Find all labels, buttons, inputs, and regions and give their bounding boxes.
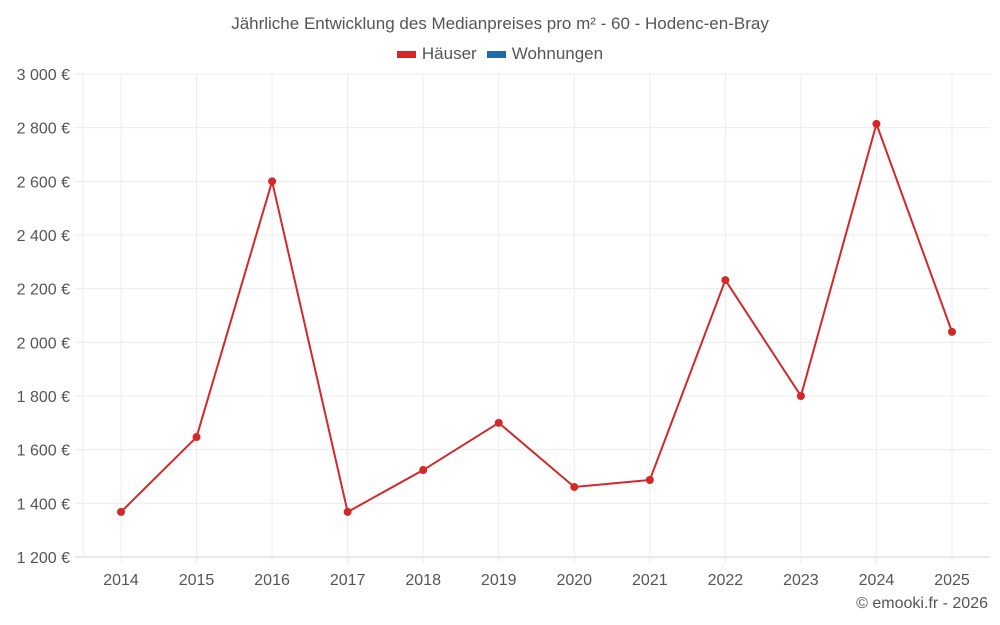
x-tick-label: 2020: [556, 572, 592, 589]
y-tick-label: 1 600 €: [17, 443, 70, 460]
data-point[interactable]: [796, 392, 805, 400]
x-tick-label: 2016: [254, 572, 290, 589]
data-point[interactable]: [721, 276, 730, 285]
y-axis: 1 200 € 1 400 € 1 600 € 1 800 € 2 000 € 2 200…: [17, 67, 70, 567]
y-tick-label: 2 600 €: [17, 174, 70, 191]
data-point[interactable]: [192, 433, 201, 442]
y-tick-label: 2 800 €: [17, 121, 70, 138]
data-point[interactable]: [494, 418, 503, 427]
x-tick-label: 2025: [934, 572, 970, 589]
x-tick-label: 2018: [405, 572, 441, 589]
legend-label-haeuser: Häuser: [421, 44, 477, 63]
y-tick-label: 2 400 €: [17, 228, 70, 245]
legend-swatch-haeuser: [396, 50, 416, 58]
y-tick-label: 2 200 €: [17, 282, 70, 299]
x-tick-label: 2017: [330, 572, 366, 589]
legend-label-wohnungen: Wohnungen: [511, 44, 604, 63]
x-tick-label: 2024: [859, 572, 895, 589]
legend-item-wohnungen[interactable]: Wohnungen: [486, 44, 604, 64]
data-point[interactable]: [948, 327, 956, 336]
data-point[interactable]: [570, 482, 579, 491]
y-tick-label: 1 400 €: [17, 496, 70, 513]
data-point[interactable]: [645, 475, 654, 484]
y-tick-label: 2 000 €: [17, 335, 70, 352]
series-haeuser: [117, 119, 956, 516]
data-point[interactable]: [419, 466, 428, 475]
x-tick-label: 2014: [103, 572, 139, 589]
y-tick-label: 3 000 €: [17, 67, 70, 84]
data-point[interactable]: [268, 177, 277, 186]
x-axis: 2014 2015 2016 2017 2018 2019 2020 2021 2022 2023…: [103, 572, 970, 589]
x-tick-label: 2019: [481, 572, 517, 589]
legend-item-haeuser[interactable]: Häuser: [396, 44, 477, 64]
credit-text: © emooki.fr - 2026: [856, 595, 988, 612]
x-tick-label: 2021: [632, 572, 668, 589]
x-tick-label: 2022: [708, 572, 744, 589]
grid-lines: [75, 73, 990, 563]
y-tick-label: 1 200 €: [17, 550, 70, 567]
data-point[interactable]: [872, 119, 881, 128]
data-point[interactable]: [343, 507, 352, 516]
data-point[interactable]: [117, 507, 125, 516]
y-tick-label: 1 800 €: [17, 389, 70, 406]
x-tick-label: 2023: [783, 572, 819, 589]
legend: Häuser Wohnungen: [0, 44, 1000, 64]
legend-swatch-wohnungen: [486, 50, 506, 58]
chart-title: Jährliche Entwicklung des Medianpreises …: [231, 14, 769, 33]
x-tick-label: 2015: [179, 572, 215, 589]
